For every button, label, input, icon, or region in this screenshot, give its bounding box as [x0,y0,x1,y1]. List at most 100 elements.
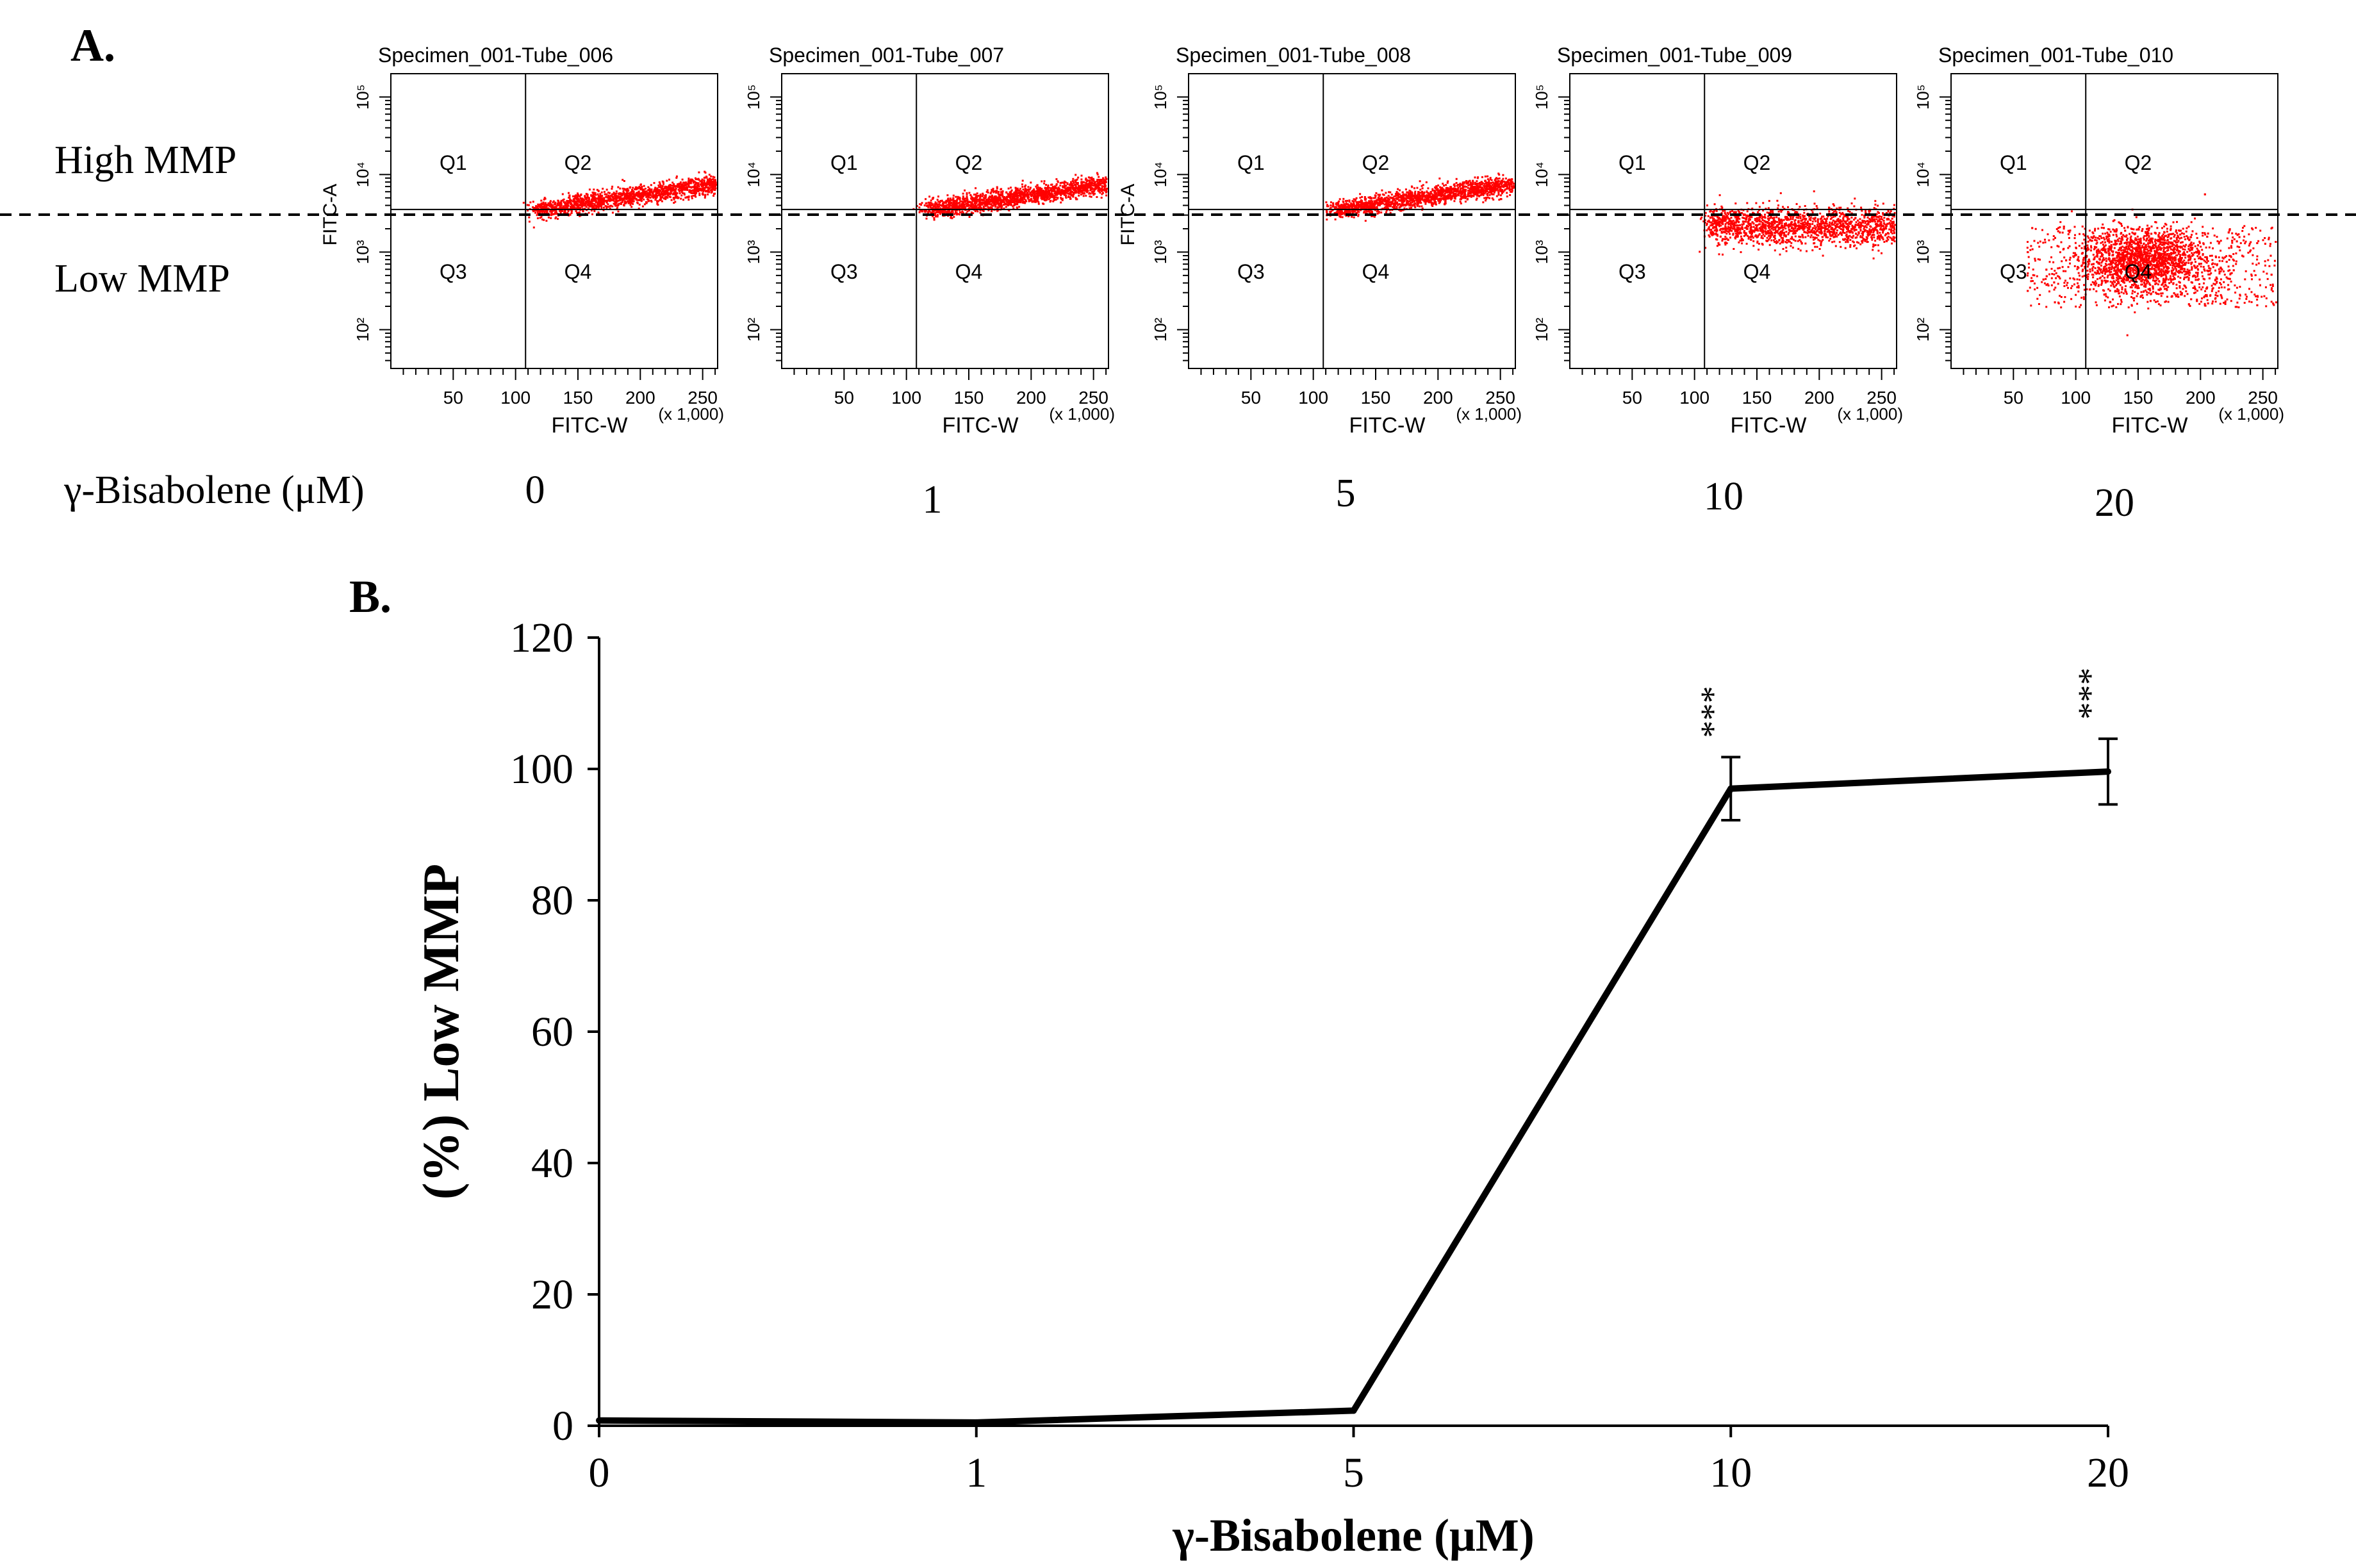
event-dot [671,190,673,192]
event-dot [527,210,529,211]
event-dot [543,206,545,208]
x-scale-note: (x 1,000) [658,404,724,424]
event-dot [632,186,634,189]
event-dot [1039,188,1042,190]
event-dot [545,220,548,222]
event-dot [547,204,550,207]
event-dot [982,209,984,211]
event-dot [1490,179,1493,181]
event-dot [540,199,543,202]
event-dot [1435,185,1438,188]
event-dot [950,211,952,214]
event-dot [1417,203,1419,206]
event-dot [1337,201,1339,204]
event-dot [695,177,696,179]
event-dot [930,204,933,206]
event-dot [1014,186,1017,189]
event-dot [659,195,662,197]
event-dot [1346,203,1348,206]
event-dot [640,199,643,202]
event-dot [1104,185,1107,187]
event-dot [692,181,695,184]
event-dot [1040,193,1042,195]
event-dot [1381,189,1383,192]
event-dot [1006,199,1009,201]
event-dot [660,191,663,194]
event-dot [1401,195,1403,198]
event-dot [1487,175,1489,177]
event-dot [1347,211,1349,214]
event-dot [932,197,935,199]
event-dot [1431,189,1434,192]
event-dot [985,199,987,201]
event-dot [611,205,614,208]
event-dot [1450,190,1453,193]
event-dot [1472,182,1474,185]
event-dot [1378,211,1380,214]
event-dot [980,202,982,204]
event-dot [685,186,688,188]
event-dot [1050,187,1053,190]
event-dot [1485,188,1487,190]
event-dot [579,197,582,200]
event-dot [1050,195,1052,198]
event-dot [1383,203,1386,206]
event-dot [1409,190,1412,193]
event-dot [939,211,941,214]
event-dot [607,197,610,200]
event-dot [1360,209,1362,211]
event-dot [703,183,705,185]
event-dot [962,201,965,203]
event-dot [975,205,978,208]
event-dot [974,210,976,213]
event-dot [1508,181,1510,184]
event-dot [1037,202,1040,205]
event-dot [1422,184,1424,186]
event-dot [1482,190,1485,192]
event-dot [1463,191,1466,194]
event-dot [1419,188,1422,191]
event-dot [713,188,715,190]
event-dot [1433,192,1436,194]
event-dot [654,199,657,201]
event-dot [1101,185,1103,187]
event-dot [997,206,1000,209]
event-dot [979,194,982,196]
event-dot [1047,196,1050,199]
event-dot [1376,201,1378,204]
event-dot [573,197,575,200]
event-dot [1403,207,1406,210]
event-dot [978,197,981,199]
event-dot [1394,195,1397,197]
event-dot [1371,211,1372,214]
event-dot [713,176,716,179]
event-dot [661,194,663,196]
event-dot [1429,201,1431,203]
event-dot [936,215,939,218]
event-dot [588,200,591,202]
event-dot [1379,200,1381,202]
event-dot [993,199,994,201]
event-dot [1358,204,1361,206]
event-dot [1417,199,1420,202]
event-dot [1478,186,1480,188]
event-dot [580,194,582,195]
event-dot [1453,190,1456,192]
event-dot [1376,206,1378,208]
event-dot [543,197,546,199]
event-dot [1002,200,1005,202]
event-dot [577,211,580,214]
event-dot [1085,189,1087,192]
event-dot [636,198,638,201]
event-dot [1007,195,1010,197]
event-dot [644,194,647,196]
event-dot [966,193,968,195]
event-dot [1389,191,1392,194]
event-dot [1381,202,1383,204]
event-dot [1000,188,1002,191]
event-dot [1402,196,1405,199]
event-dot [533,210,536,212]
event-dot [1399,196,1402,199]
event-dot [1510,183,1513,186]
